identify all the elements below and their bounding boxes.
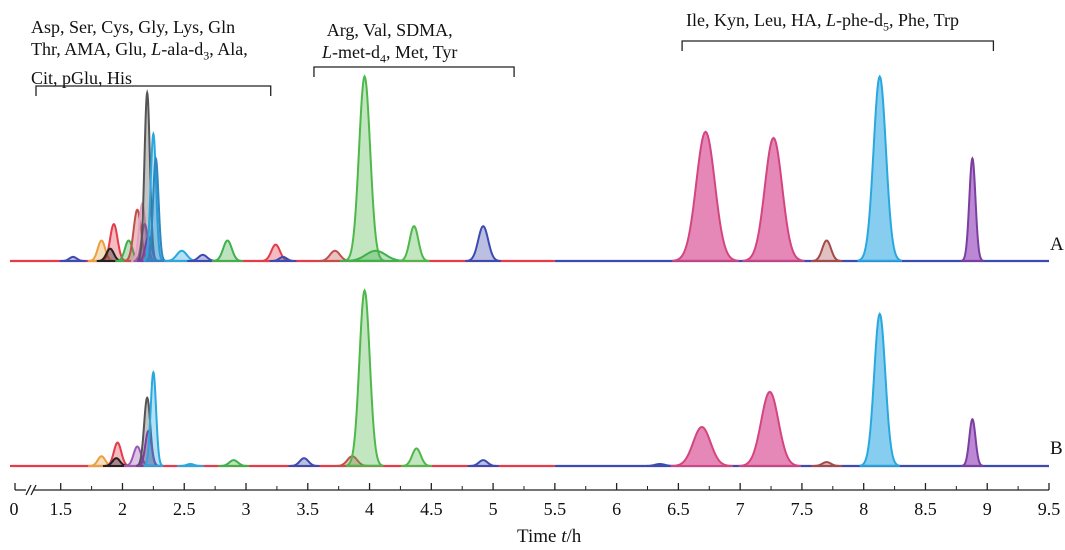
group-label-1: Asp, Ser, Cys, Gly, Lys, Gln Thr, AMA, G… [31,16,248,89]
group-2-line-2: L-met-d4, Met, Tyr [322,42,458,66]
peak-A-26 [857,74,903,262]
tick-label-7.5: 7.5 [791,499,814,519]
tick-label-5.5: 5.5 [544,499,567,519]
trace-A [10,74,1049,263]
tick-label-7: 7 [736,499,745,519]
tick-label-0: 0 [10,499,19,519]
tick-label-8: 8 [859,499,868,519]
peak-A-27 [961,156,984,262]
peak-B-19 [859,311,900,467]
bracket-group-2 [313,66,515,77]
peak-A-22 [465,225,502,262]
traces-layer [10,74,1049,468]
peak-A-15 [211,239,244,262]
peak-A-3 [100,222,128,262]
peak-A-19 [344,74,385,262]
peak-A-21 [398,225,430,262]
tick-label-6.5: 6.5 [667,499,690,519]
tick-label-5: 5 [489,499,498,519]
peak-B-7 [143,370,164,467]
tick-label-9.5: 9.5 [1038,499,1061,519]
trace-B [10,288,1049,468]
tick-label-4.5: 4.5 [420,499,443,519]
peak-A-12 [145,156,166,262]
peak-B-8 [177,463,204,467]
peak-B-13 [400,447,433,467]
x-axis-title: Time t/h [517,526,582,547]
group-1-line-3: Cit, pGlu, His [31,67,133,88]
peak-A-25 [811,239,843,262]
tick-label-4: 4 [365,499,374,519]
group-3-line-1: Ile, Kyn, Leu, HA, L-phe-d5, Phe, Trp [686,10,959,34]
group-label-2: Arg, Val, SDMA, L-met-d4, Met, Tyr [322,19,457,70]
tick-label-1.5: 1.5 [49,499,72,519]
tick-label-2: 2 [118,499,127,519]
peak-B-16 [670,425,734,467]
peak-B-12 [345,288,384,467]
peak-B-14 [467,459,499,467]
peak-B-20 [961,417,984,467]
group-brackets [35,40,995,96]
trace-label-a: A [1050,234,1064,255]
tick-label-9: 9 [983,499,992,519]
peak-A-24 [742,136,805,262]
group-2-line-1: Arg, Val, SDMA, [326,20,453,40]
bracket-group-1 [35,85,272,96]
group-label-3: Ile, Kyn, Leu, HA, L-phe-d5, Phe, Trp [686,9,959,38]
tick-label-6: 6 [612,499,621,519]
group-1-line-2: Thr, AMA, Glu, L-ala-d3, Ala, [31,39,248,63]
tick-label-2.5: 2.5 [173,499,196,519]
axis-break-mark-2 [30,484,37,496]
group-1-line-1: Asp, Ser, Cys, Gly, Lys, Gln [31,17,236,37]
peak-B-18 [811,461,843,467]
axis-break-mark-1 [25,484,32,496]
peak-A-1 [59,255,87,262]
peak-B-10 [288,457,320,467]
trace-label-b: B [1050,438,1063,459]
tick-label-3: 3 [242,499,251,519]
bracket-group-3 [681,40,995,51]
peak-A-17 [269,255,297,262]
peak-B-9 [218,459,250,467]
tick-label-8.5: 8.5 [914,499,937,519]
tick-label-3.5: 3.5 [297,499,320,519]
x-axis: 0 1.5 2 2.5 3 3.5 4 4.5 5 5.5 6 6.5 7 7.5 8 8.5 9 9.5 [10,483,1061,519]
peak-B-17 [738,390,801,467]
peak-A-8 [133,222,156,262]
peak-A-23 [672,130,740,262]
